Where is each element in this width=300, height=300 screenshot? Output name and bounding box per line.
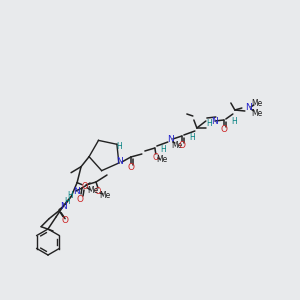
Text: O: O [153,154,159,163]
Text: N: N [60,202,67,211]
Text: N: N [73,187,80,196]
Text: H: H [67,190,73,200]
Text: O: O [220,125,227,134]
Text: O: O [61,216,69,225]
Text: H: H [189,134,195,142]
Text: N: N [212,116,218,125]
Text: Me: Me [99,190,111,200]
Text: O: O [128,164,134,172]
Text: O: O [76,194,83,203]
Text: H: H [64,197,70,206]
Text: O: O [95,188,101,196]
Text: O: O [82,182,88,191]
Text: Me: Me [251,98,262,107]
Text: N: N [245,103,252,112]
Text: H: H [116,142,122,151]
Text: N: N [167,136,174,145]
Text: N: N [116,158,123,166]
Text: H: H [160,146,166,154]
Text: Me: Me [156,155,167,164]
Text: O: O [178,142,185,151]
Text: Me: Me [171,140,182,149]
Text: Me: Me [88,186,99,195]
Text: H: H [231,116,237,125]
Text: Me: Me [251,110,262,118]
Text: H: H [206,119,212,128]
